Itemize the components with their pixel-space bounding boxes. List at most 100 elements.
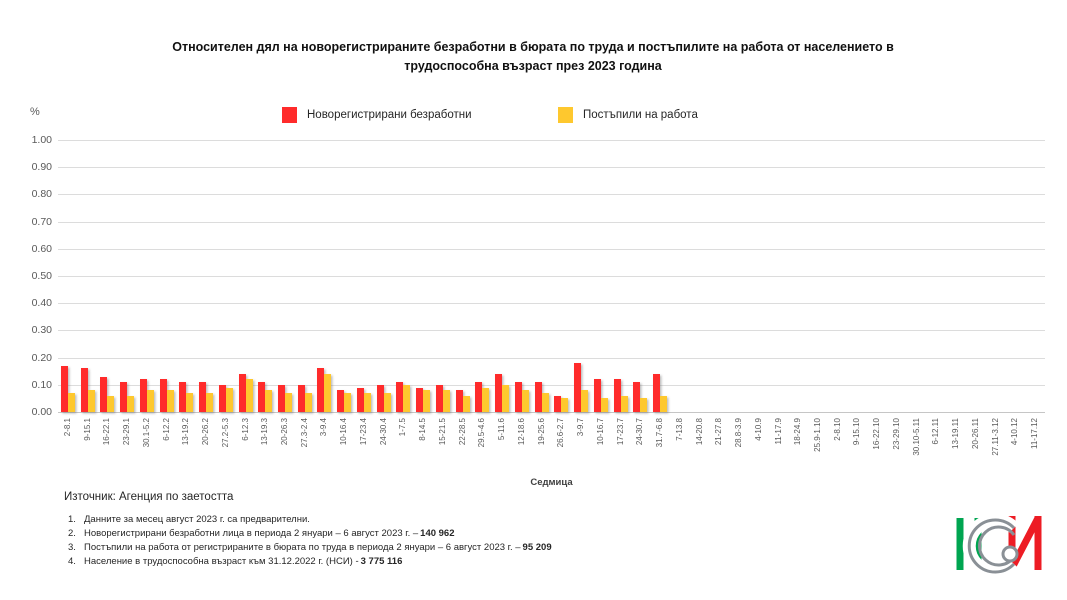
legend-label-started-work: Постъпили на работа [583, 109, 698, 121]
bar-red [455, 390, 463, 412]
footnote-4: 4. Население в трудоспособна възраст към … [68, 556, 403, 567]
y-tick-label: 0.80 [31, 188, 52, 201]
gridline [58, 357, 1045, 359]
bar-red [159, 379, 167, 412]
x-tick-label: 22-28.5 [457, 418, 467, 446]
legend-item-new-unemployed: Новорегистрирани безработни [282, 107, 472, 123]
bar-yellow [462, 396, 470, 412]
x-tick-label: 20-26.11 [970, 418, 980, 449]
bar-red [60, 366, 68, 412]
x-tick-label: 20-26.3 [280, 418, 289, 446]
x-tick-label: 18-24.9 [793, 418, 803, 446]
x-tick-label: 4-10.12 [1010, 418, 1020, 446]
x-tick-label: 17-23.4 [358, 418, 368, 446]
bar-yellow [265, 390, 273, 412]
x-axis-title: Седмица [530, 477, 573, 488]
footnote-1: 1. Данните за месец август 2023 г. са пре… [68, 514, 310, 525]
x-tick-label: 23-29.1 [122, 418, 132, 446]
gridline [58, 167, 1045, 169]
bar-yellow [285, 393, 292, 412]
bar-yellow [67, 393, 75, 412]
bar-yellow [324, 374, 332, 412]
bar-yellow [146, 390, 154, 412]
legend-label-new-unemployed: Новорегистрирани безработни [307, 109, 472, 121]
bar-yellow [640, 398, 648, 412]
gridline [58, 140, 1045, 141]
bar-yellow [186, 393, 194, 412]
x-tick-label: 14-20.8 [694, 418, 704, 446]
bar-red [179, 382, 187, 412]
x-tick-label: 13-19.3 [260, 418, 270, 446]
bar-red [534, 382, 542, 412]
bar-yellow [403, 385, 411, 412]
gridline [58, 330, 1045, 332]
x-tick-label: 26.6-2.7 [556, 418, 566, 448]
footnotes: 1. Данните за месец август 2023 г. са пре… [68, 513, 552, 569]
bar-red [376, 385, 384, 412]
bar-yellow [344, 393, 352, 412]
x-tick-label: 1-7.5 [398, 418, 408, 437]
x-tick-label: 25.9-1.10 [812, 418, 822, 452]
legend-item-started-work: Постъпили на работа [558, 107, 698, 123]
bar-red [297, 385, 305, 412]
bar-yellow [127, 396, 135, 412]
bar-yellow [304, 393, 312, 412]
x-tick-label: 19-25.6 [536, 418, 546, 446]
x-tick-label: 15-21.5 [437, 418, 447, 446]
bar-yellow [107, 396, 115, 412]
gridline [58, 384, 1045, 386]
y-tick-label: 1.00 [31, 134, 52, 146]
legend-swatch-yellow [558, 107, 573, 123]
bar-red [574, 363, 582, 412]
footnote-3: 3. Постъпили на работа от регистрираните … [68, 542, 552, 553]
bar-red [100, 377, 108, 412]
x-tick-label: 29.5-4.6 [477, 418, 487, 448]
x-tick-label: 31.7-6.8 [655, 418, 665, 448]
bar-red [593, 379, 601, 412]
bar-yellow [660, 396, 668, 412]
bar-yellow [442, 390, 450, 412]
bar-red [495, 374, 503, 412]
y-tick-label: 0.10 [31, 378, 52, 391]
x-tick-label: 12-18.6 [516, 418, 526, 446]
x-tick-label: 17-23.7 [615, 418, 625, 446]
x-tick-label: 27.11-3.12 [990, 418, 1000, 456]
bar-red [218, 385, 226, 412]
x-tick-label: 4-10.9 [753, 418, 763, 441]
bar-yellow [363, 393, 371, 412]
x-tick-label: 30.1-5.2 [141, 418, 151, 448]
bar-yellow [206, 393, 214, 412]
x-tick-label: 10-16.4 [339, 418, 349, 446]
bar-red [278, 385, 285, 412]
nsi-logo-icon [956, 513, 1042, 579]
gridline [58, 303, 1045, 305]
y-tick-label: 0.40 [31, 297, 52, 310]
bar-red [653, 374, 661, 412]
chart-title: Относителен дял на новорегистрираните бе… [172, 40, 894, 74]
bar-red [317, 368, 325, 412]
bar-yellow [521, 390, 529, 412]
x-tick-label: 3-9.7 [576, 418, 586, 437]
x-tick-label: 6-12.3 [240, 418, 250, 441]
bar-yellow [561, 398, 569, 412]
bar-yellow [541, 393, 549, 412]
x-tick-label: 9-15.10 [852, 418, 862, 446]
x-tick-label: 10-16.7 [595, 418, 605, 446]
x-tick-label: 21-27.8 [714, 418, 724, 446]
x-axis-labels: 2-8.1 9-15.1 16-22.1 23-29.1 30.1-5.2 6-12.2 1… [58, 415, 1045, 477]
bar-yellow [423, 390, 431, 412]
x-tick-label: 11-17.9 [773, 418, 783, 445]
x-tick-label: 20-26.2 [201, 418, 211, 446]
bar-red [416, 388, 424, 412]
bar-red [554, 396, 562, 412]
x-tick-label: 28.8-3.9 [734, 418, 744, 448]
bar-red [258, 382, 266, 412]
bar-yellow [502, 385, 510, 412]
bar-yellow [245, 379, 253, 412]
bar-yellow [166, 390, 174, 412]
bar-red [435, 385, 443, 412]
x-tick-label: 3-9.4 [319, 418, 329, 437]
y-axis-unit-label: % [30, 106, 40, 118]
x-tick-label: 9-15.1 [82, 418, 92, 441]
